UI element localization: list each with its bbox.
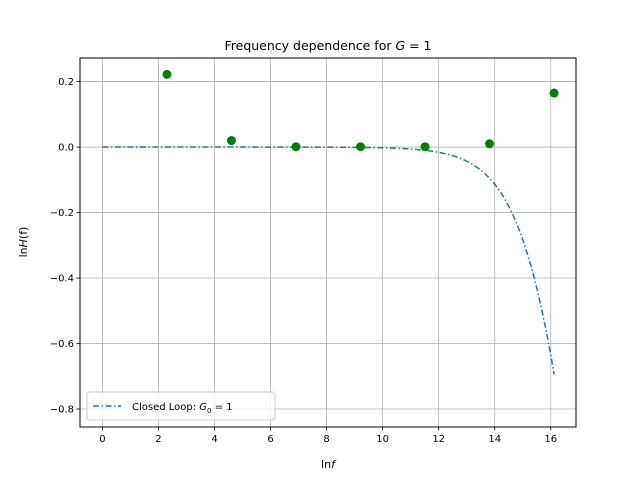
data-point: [485, 139, 494, 148]
y-tick-label: −0.4: [50, 274, 74, 285]
x-tick-label: 10: [376, 434, 389, 445]
x-tick-label: 8: [323, 434, 329, 445]
x-tick-label: 2: [155, 434, 161, 445]
legend: Closed Loop: G0 = 1: [87, 392, 275, 420]
y-tick-label: 0.2: [58, 77, 74, 88]
x-tick-label: 0: [99, 434, 105, 445]
x-tick-label: 14: [488, 434, 501, 445]
data-point: [292, 142, 301, 151]
y-axis-label: lnH(f): [17, 227, 30, 258]
x-axis-label: lnf: [321, 458, 337, 471]
x-tick-label: 6: [267, 434, 273, 445]
data-point: [162, 70, 171, 79]
chart-title: Frequency dependence for G = 1: [224, 38, 431, 53]
x-tick-label: 16: [544, 434, 557, 445]
data-point: [421, 142, 430, 151]
y-tick-label: −0.8: [50, 404, 74, 415]
y-tick-label: 0.0: [58, 143, 74, 154]
y-tick-label: −0.6: [50, 339, 74, 350]
x-tick-label: 12: [432, 434, 445, 445]
data-point: [550, 89, 559, 98]
x-tick-label: 4: [211, 434, 217, 445]
y-tick-label: −0.2: [50, 208, 74, 219]
data-point: [227, 136, 236, 145]
data-point: [356, 142, 365, 151]
